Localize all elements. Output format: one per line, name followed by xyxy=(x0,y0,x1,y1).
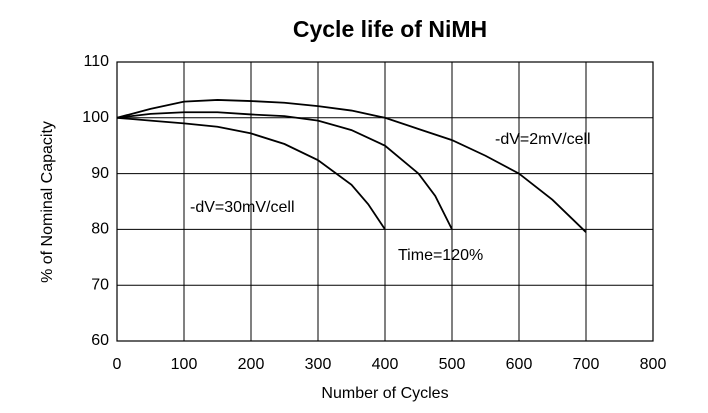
x-tick-label: 300 xyxy=(305,356,332,373)
y-axis-label: % of Nominal Capacity xyxy=(39,121,56,283)
y-tick-label: 80 xyxy=(91,221,109,238)
x-tick-label: 700 xyxy=(573,356,600,373)
x-tick-label: 400 xyxy=(372,356,399,373)
series-line xyxy=(116,111,453,230)
series-line xyxy=(116,99,587,233)
series-line xyxy=(116,116,386,230)
y-tick-label: 100 xyxy=(82,109,109,126)
y-tick-label: 70 xyxy=(91,276,109,293)
y-tick-label: 110 xyxy=(83,53,109,70)
x-tick-label: 800 xyxy=(640,356,667,373)
series-label: -dV=30mV/cell xyxy=(190,199,295,216)
plot-frame xyxy=(116,61,654,342)
series-label: -dV=2mV/cell xyxy=(495,131,591,148)
x-axis-label: Number of Cycles xyxy=(321,385,448,402)
x-tick-label: 600 xyxy=(506,356,533,373)
y-tick-label: 60 xyxy=(91,332,109,349)
x-tick-label: 500 xyxy=(439,356,466,373)
chart-title: Cycle life of NiMH xyxy=(293,16,487,42)
x-tick-label: 0 xyxy=(113,356,122,373)
y-tick-label: 90 xyxy=(91,165,109,182)
series-label: Time=120% xyxy=(398,247,483,264)
x-tick-label: 100 xyxy=(171,356,198,373)
x-tick-label: 200 xyxy=(238,356,265,373)
